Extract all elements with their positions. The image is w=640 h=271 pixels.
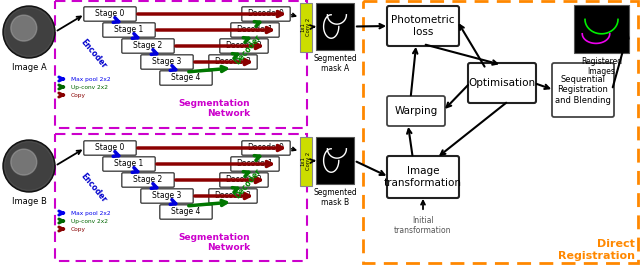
- Text: Registered
Images: Registered Images: [581, 57, 622, 76]
- Text: Encoder: Encoder: [78, 38, 108, 70]
- FancyBboxPatch shape: [160, 71, 212, 85]
- Text: 1x1
Conv 2: 1x1 Conv 2: [300, 152, 311, 170]
- Text: Stage 1: Stage 1: [115, 160, 143, 169]
- FancyBboxPatch shape: [209, 189, 257, 203]
- FancyBboxPatch shape: [242, 141, 290, 155]
- FancyBboxPatch shape: [160, 205, 212, 219]
- Text: Decoder2: Decoder2: [226, 41, 262, 50]
- Bar: [316, 3, 354, 50]
- Text: Segmented
mask A: Segmented mask A: [313, 54, 357, 73]
- FancyBboxPatch shape: [103, 23, 155, 37]
- Circle shape: [3, 140, 55, 192]
- Text: Stage 0: Stage 0: [95, 9, 125, 18]
- FancyBboxPatch shape: [300, 2, 312, 51]
- FancyBboxPatch shape: [84, 7, 136, 21]
- Text: Decoder2: Decoder2: [226, 176, 262, 185]
- FancyBboxPatch shape: [122, 39, 174, 53]
- Text: Copy: Copy: [71, 92, 86, 98]
- FancyBboxPatch shape: [387, 96, 445, 126]
- Text: Decoder1: Decoder1: [237, 160, 273, 169]
- FancyBboxPatch shape: [387, 6, 459, 46]
- Text: Decoder1: Decoder1: [237, 25, 273, 34]
- Text: Image A: Image A: [12, 63, 46, 72]
- Text: Stage 3: Stage 3: [152, 57, 182, 66]
- Text: Max pool 2x2: Max pool 2x2: [71, 76, 111, 82]
- Text: Up-conv 2x2: Up-conv 2x2: [71, 218, 108, 224]
- FancyBboxPatch shape: [141, 189, 193, 203]
- Text: Stage 3: Stage 3: [152, 192, 182, 201]
- FancyBboxPatch shape: [220, 173, 268, 187]
- Text: Image B: Image B: [12, 197, 47, 206]
- Text: Decoder3: Decoder3: [214, 57, 252, 66]
- Circle shape: [11, 15, 36, 41]
- Text: Stage 1: Stage 1: [115, 25, 143, 34]
- Text: Decoder: Decoder: [233, 33, 263, 67]
- Circle shape: [4, 8, 54, 56]
- FancyBboxPatch shape: [300, 137, 312, 186]
- Text: Decoder0: Decoder0: [248, 9, 284, 18]
- Text: Segmentation
Network: Segmentation Network: [179, 99, 250, 118]
- Text: Decoder0: Decoder0: [248, 144, 284, 153]
- FancyBboxPatch shape: [84, 141, 136, 155]
- Text: Copy: Copy: [71, 227, 86, 231]
- FancyBboxPatch shape: [552, 63, 614, 117]
- Text: Stage 2: Stage 2: [133, 176, 163, 185]
- Text: Decoder: Decoder: [233, 167, 263, 201]
- Text: Sequential
Registration
and Blending: Sequential Registration and Blending: [555, 75, 611, 105]
- Text: Direct
Registration: Direct Registration: [558, 239, 635, 261]
- FancyBboxPatch shape: [122, 173, 174, 187]
- FancyBboxPatch shape: [220, 39, 268, 53]
- Text: Image
transformation: Image transformation: [384, 166, 462, 188]
- FancyBboxPatch shape: [141, 55, 193, 69]
- FancyBboxPatch shape: [103, 157, 155, 171]
- Bar: [574, 5, 629, 53]
- Text: Optimisation: Optimisation: [468, 78, 536, 88]
- Circle shape: [11, 149, 36, 175]
- Text: Stage 2: Stage 2: [133, 41, 163, 50]
- Circle shape: [4, 141, 54, 191]
- FancyBboxPatch shape: [231, 23, 279, 37]
- FancyBboxPatch shape: [231, 157, 279, 171]
- Text: Up-conv 2x2: Up-conv 2x2: [71, 85, 108, 89]
- Text: Segmentation
Network: Segmentation Network: [179, 233, 250, 252]
- Text: Photometric
loss: Photometric loss: [391, 15, 455, 37]
- FancyBboxPatch shape: [387, 156, 459, 198]
- Circle shape: [3, 6, 55, 58]
- Text: Segmented
mask B: Segmented mask B: [313, 188, 357, 207]
- FancyBboxPatch shape: [242, 7, 290, 21]
- Text: Stage 4: Stage 4: [172, 208, 201, 217]
- Text: Initial
transformation: Initial transformation: [394, 216, 452, 235]
- Bar: [316, 137, 354, 184]
- FancyBboxPatch shape: [468, 63, 536, 103]
- Text: Stage 4: Stage 4: [172, 73, 201, 82]
- Text: Warping: Warping: [394, 106, 438, 116]
- Text: 1x1
Conv 2: 1x1 Conv 2: [300, 18, 311, 36]
- FancyBboxPatch shape: [209, 55, 257, 69]
- Text: Stage 0: Stage 0: [95, 144, 125, 153]
- Text: Decoder3: Decoder3: [214, 192, 252, 201]
- Text: Encoder: Encoder: [78, 172, 108, 204]
- Text: Max pool 2x2: Max pool 2x2: [71, 211, 111, 215]
